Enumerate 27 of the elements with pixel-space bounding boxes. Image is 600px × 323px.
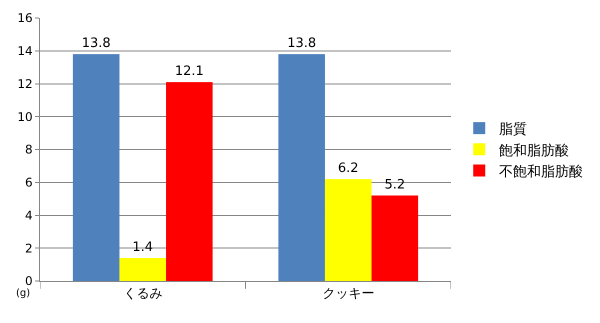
bar: [372, 196, 418, 281]
y-tick-label: 4: [24, 208, 33, 222]
y-tick-label: 14: [17, 44, 33, 58]
y-tick-label: 12: [17, 76, 33, 91]
x-tick-label: くるみ: [123, 286, 162, 302]
y-axis-title: (g): [16, 288, 30, 299]
bar: [72, 54, 120, 281]
bar: [166, 82, 213, 281]
legend-label: 不飽和脂肪酸: [499, 164, 584, 180]
y-tick-label: 0: [24, 274, 33, 288]
y-tick-label: 2: [24, 241, 33, 256]
y-tick-label: 8: [24, 142, 33, 157]
y-tick-label: 6: [24, 176, 33, 190]
legend-label: 脂質: [499, 122, 528, 138]
x-tick-label: クッキー: [322, 286, 374, 302]
bar: [278, 54, 325, 281]
bar: [324, 179, 372, 281]
y-tick-label: 10: [17, 110, 33, 124]
data-label: 13.8: [82, 36, 111, 52]
data-label: 1.4: [132, 240, 154, 255]
data-label: 12.1: [174, 64, 204, 80]
bar: [119, 258, 166, 281]
data-label: 5.2: [384, 178, 406, 193]
y-tick-label: 16: [17, 11, 33, 26]
data-label: 13.8: [287, 36, 316, 52]
legend-label: 飽和脂肪酸: [499, 142, 570, 159]
data-label: 6.2: [338, 161, 359, 176]
